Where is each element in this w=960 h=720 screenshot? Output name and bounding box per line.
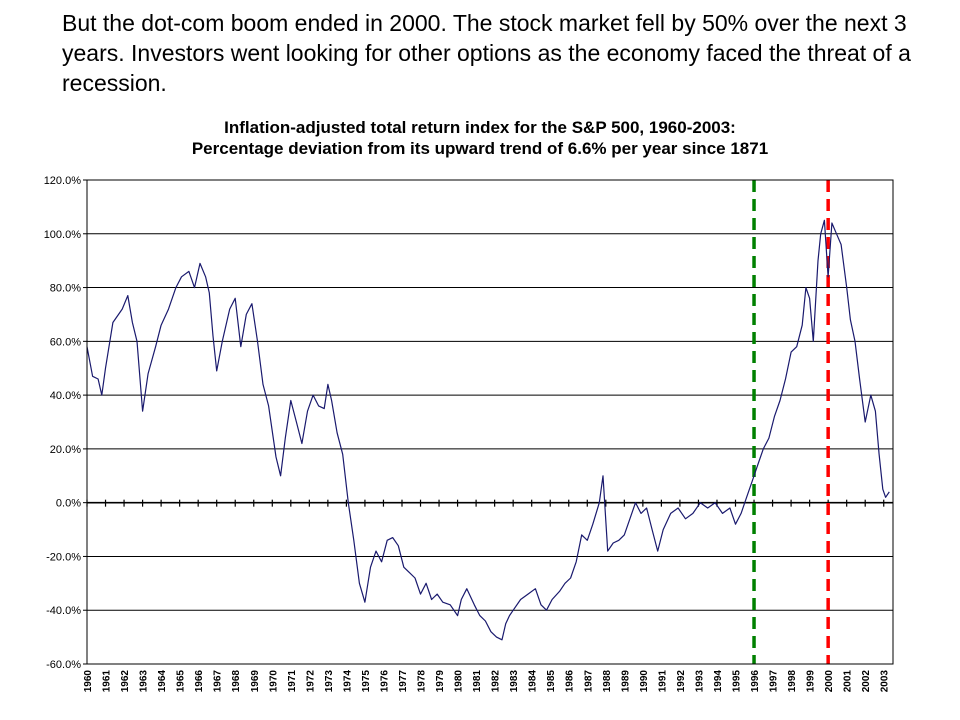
x-tick-label: 1990 [639,670,650,693]
gridlines [87,179,893,665]
x-tick-label: 1985 [546,670,557,693]
x-tick-label: 1995 [732,670,743,693]
x-tick-label: 1993 [694,670,705,693]
annotations [752,180,830,664]
x-tick-label: 1976 [379,670,390,693]
x-tick-label: 2001 [843,670,854,693]
x-tick-label: 1964 [157,670,168,693]
x-tick-label: 1960 [83,670,94,693]
x-tick-label: 2000 [824,670,835,693]
y-tick-label: -40.0% [46,605,81,617]
x-tick-label: 1980 [454,670,465,693]
chart-subtitle: Percentage deviation from its upward tre… [191,139,769,158]
x-tick-label: 1988 [602,670,613,693]
x-tick-label: 1994 [713,670,724,693]
x-tick-label: 1969 [250,670,261,693]
series-line [86,219,890,641]
chart-title-block: Inflation-adjusted total return index fo… [0,117,960,159]
x-tick-label: 1979 [435,670,446,693]
x-tick-label: 1989 [620,670,631,693]
x-tick-label: 1997 [769,670,780,693]
x-tick-label: 1975 [361,670,372,693]
x-tick-label: 1968 [231,670,242,693]
x-tick-label: 1987 [583,670,594,693]
y-tick-label: -60.0% [46,659,81,671]
series [86,219,890,641]
x-tick-label: 1966 [194,670,205,693]
y-tick-label: 60.0% [50,336,81,348]
x-tick-label: 1981 [472,670,483,693]
x-tick-label: 1962 [120,670,131,693]
y-tick-label: 20.0% [50,444,81,456]
x-tick-label: 1961 [102,670,113,693]
x-tick-label: 1978 [417,670,428,693]
chart-title: Inflation-adjusted total return index fo… [224,118,736,137]
x-tick-label: 1967 [213,670,224,693]
y-tick-label: 120.0% [44,175,82,187]
x-tick-label: 1996 [750,670,761,693]
x-tick-label: 1971 [287,670,298,693]
x-tick-label: 1991 [657,670,668,693]
x-tick-label: 1977 [398,670,409,693]
x-tick-label: 1973 [324,670,335,693]
x-tick-label: 1983 [509,670,520,693]
x-tick-label: 2002 [861,670,872,693]
x-tick-label: 2003 [880,670,891,693]
y-tick-label: -20.0% [46,551,81,563]
y-axis-ticks: 120.0% 100.0% 80.0% 60.0% 40.0% 20.0% 0.0% -20.… [44,175,87,671]
slide-body-text: But the dot-com boom ended in 2000. The … [62,10,911,96]
x-tick-label: 1992 [676,670,687,693]
x-axis-ticks: 1960 1961 1962 1963 1964 1965 1966 1967 1968 1969… [83,499,891,693]
x-tick-label: 1965 [176,670,187,693]
x-tick-label: 1986 [565,670,576,693]
x-tick-label: 1998 [787,670,798,693]
y-tick-label: 40.0% [50,390,81,402]
y-tick-label: 80.0% [50,283,81,295]
x-tick-label: 1974 [342,670,353,693]
x-tick-label: 1984 [528,670,539,693]
y-tick-label: 100.0% [44,229,82,241]
x-tick-label: 1963 [139,670,150,693]
plot-frame [86,179,894,665]
y-tick-label: 0.0% [56,498,81,510]
x-tick-label: 1972 [305,670,316,693]
x-tick-label: 1999 [806,670,817,693]
x-tick-label: 1982 [491,670,502,693]
x-tick-label: 1970 [268,670,279,693]
